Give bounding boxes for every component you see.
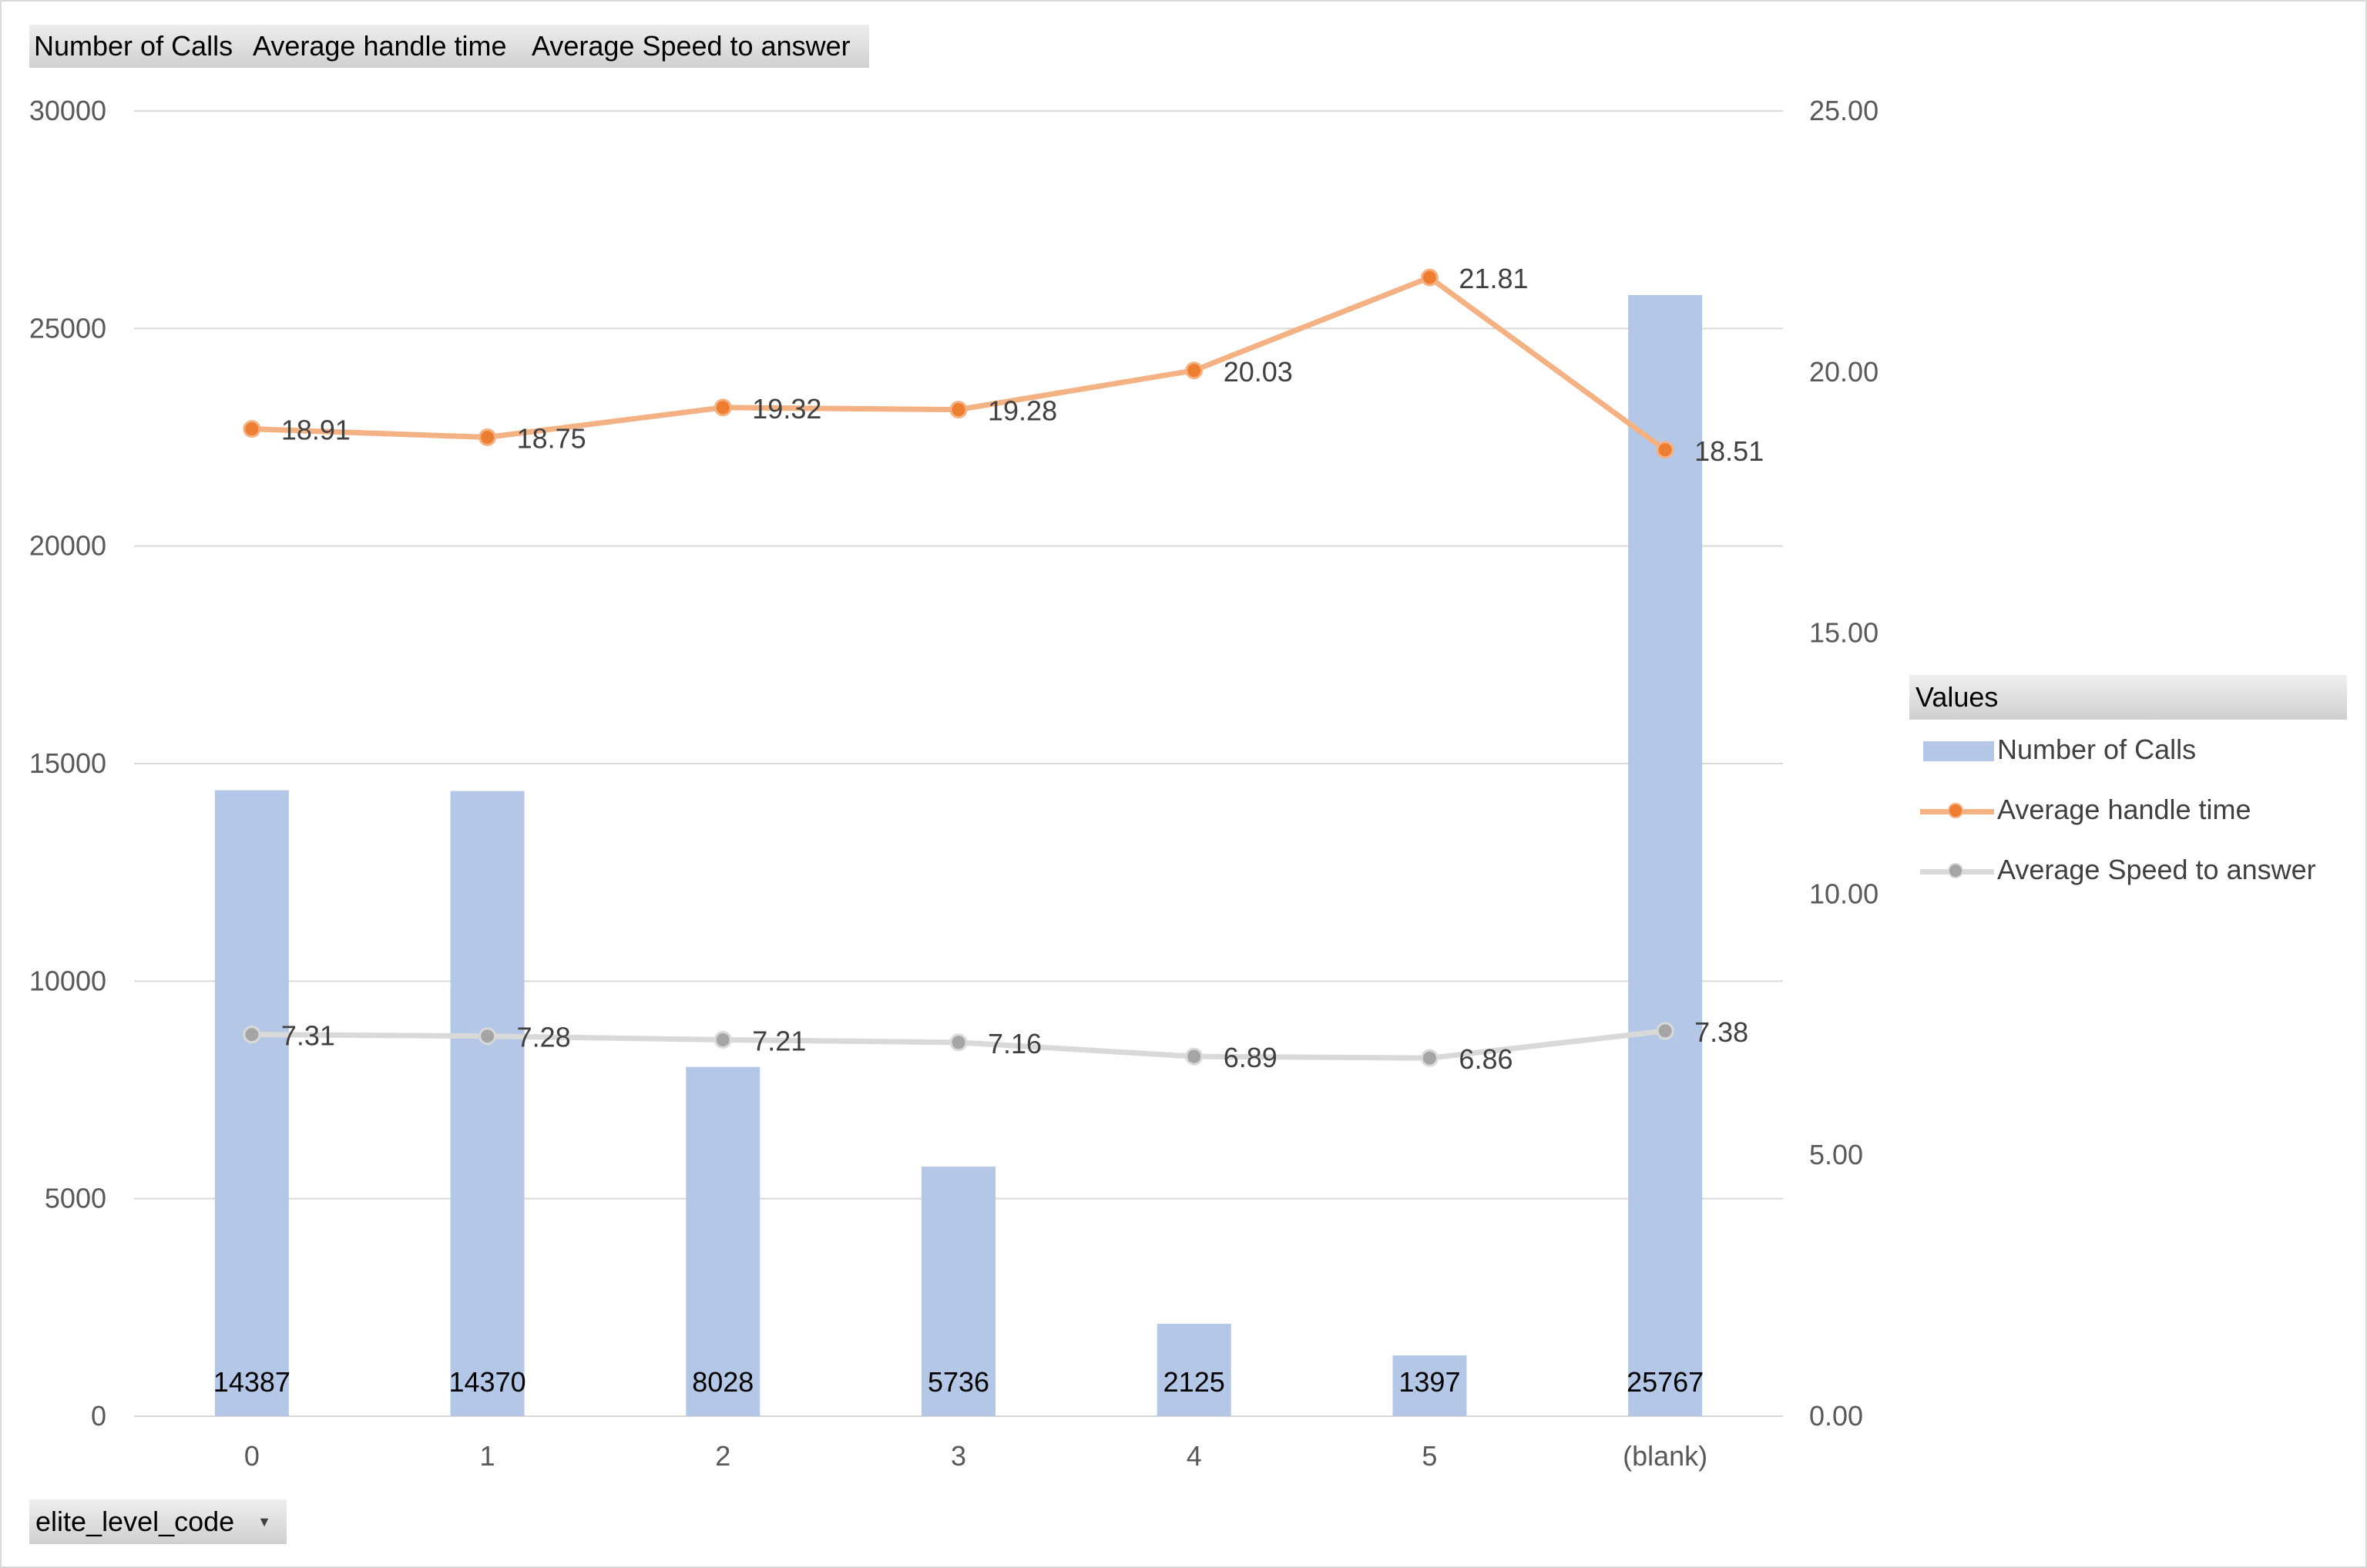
chevron-down-icon: ▼ xyxy=(257,1514,271,1529)
x-axis-tick-label: 5 xyxy=(1422,1440,1437,1472)
asa-point xyxy=(1420,1049,1439,1067)
asa-point xyxy=(478,1027,497,1046)
bar xyxy=(686,1066,760,1416)
legend-item-label: Average handle time xyxy=(1997,794,2251,825)
aht-data-label: 20.03 xyxy=(1224,356,1293,388)
y2-axis-tick-label: 5.00 xyxy=(1809,1139,1863,1170)
x-axis-tick-label: 1 xyxy=(480,1440,495,1472)
legend-item-label: Average Speed to answer xyxy=(1997,854,2316,885)
line-marker-swatch-icon xyxy=(1919,852,1996,891)
aht-point xyxy=(713,398,732,417)
line-marker-swatch-icon xyxy=(1919,792,1996,831)
aht-series-line xyxy=(249,274,1668,453)
asa-point xyxy=(949,1033,968,1052)
y-axis-tick-label: 25000 xyxy=(29,312,106,344)
y-axis-tick-label: 20000 xyxy=(29,530,106,562)
asa-point xyxy=(1185,1047,1204,1066)
bar xyxy=(1157,1324,1231,1416)
y-axis-tick-label: 30000 xyxy=(29,95,106,126)
bar xyxy=(922,1167,995,1416)
bar-data-label: 14387 xyxy=(213,1366,290,1398)
x-axis-tick-label: (blank) xyxy=(1623,1440,1707,1472)
aht-point xyxy=(949,401,968,419)
field-button-average-handle-time[interactable]: Average handle time xyxy=(248,25,530,68)
bar-data-label: 14370 xyxy=(449,1366,526,1398)
asa-point xyxy=(243,1026,261,1044)
aht-data-label: 18.51 xyxy=(1694,435,1764,467)
aht-data-label: 18.75 xyxy=(517,423,586,455)
asa-data-label: 7.28 xyxy=(517,1022,571,1053)
legend-item-label: Number of Calls xyxy=(1997,734,2197,765)
y2-axis-tick-label: 15.00 xyxy=(1809,617,1878,649)
legend-item-average-handle-time[interactable]: Average handle time xyxy=(1919,791,2251,829)
aht-data-label: 21.81 xyxy=(1459,263,1528,294)
bar xyxy=(450,791,525,1416)
bar-data-label: 1397 xyxy=(1398,1366,1460,1398)
legend-item-average-speed-to-answer[interactable]: Average Speed to answer xyxy=(1919,851,2316,889)
asa-data-label: 7.38 xyxy=(1694,1016,1748,1048)
asa-data-label: 7.16 xyxy=(988,1028,1042,1059)
aht-data-label: 18.91 xyxy=(281,415,351,446)
y2-axis-tick-label: 20.00 xyxy=(1809,356,1878,388)
y-axis-tick-label: 5000 xyxy=(45,1183,106,1214)
legend-title[interactable]: Values xyxy=(1909,675,2347,720)
field-button-number-of-calls[interactable]: Number of Calls xyxy=(29,25,251,68)
bar xyxy=(1628,295,1703,1416)
aht-point xyxy=(1656,441,1674,459)
y2-axis-tick-label: 25.00 xyxy=(1809,95,1878,126)
bar-swatch-icon xyxy=(1919,732,1996,771)
y2-axis-tick-label: 10.00 xyxy=(1809,878,1878,909)
x-axis-tick-label: 0 xyxy=(244,1440,260,1472)
bar-data-label: 25767 xyxy=(1627,1366,1704,1398)
axis-field-label: elite_level_code xyxy=(35,1506,235,1537)
x-axis-tick-label: 3 xyxy=(951,1440,966,1472)
bar-data-label: 5736 xyxy=(928,1366,989,1398)
y-axis-tick-label: 0 xyxy=(91,1400,106,1432)
y-axis-tick-label: 10000 xyxy=(29,965,106,996)
aht-point xyxy=(478,428,497,446)
y2-axis-tick-label: 0.00 xyxy=(1809,1400,1863,1432)
legend-item-number-of-calls[interactable]: Number of Calls xyxy=(1919,730,2196,769)
bar-data-label: 2125 xyxy=(1163,1366,1225,1398)
y-axis-tick-label: 15000 xyxy=(29,747,106,779)
asa-data-label: 7.31 xyxy=(281,1020,335,1052)
field-button-average-speed-to-answer[interactable]: Average Speed to answer xyxy=(527,25,871,68)
x-axis-tick-label: 2 xyxy=(715,1440,730,1472)
asa-data-label: 6.86 xyxy=(1459,1043,1513,1075)
axis-field-button-elite-level-code[interactable]: elite_level_code ▼ xyxy=(29,1499,287,1544)
asa-data-label: 7.21 xyxy=(752,1025,806,1056)
bar-data-label: 8028 xyxy=(692,1366,754,1398)
aht-point xyxy=(1420,268,1439,287)
aht-data-label: 19.32 xyxy=(752,393,821,425)
x-axis-tick-label: 4 xyxy=(1187,1440,1202,1472)
asa-point xyxy=(713,1030,732,1049)
bar xyxy=(214,790,289,1416)
aht-point xyxy=(1185,361,1204,380)
bar xyxy=(1392,1355,1467,1416)
aht-point xyxy=(243,420,261,438)
asa-point xyxy=(1656,1022,1674,1040)
aht-data-label: 19.28 xyxy=(988,395,1057,427)
asa-data-label: 6.89 xyxy=(1224,1042,1278,1073)
